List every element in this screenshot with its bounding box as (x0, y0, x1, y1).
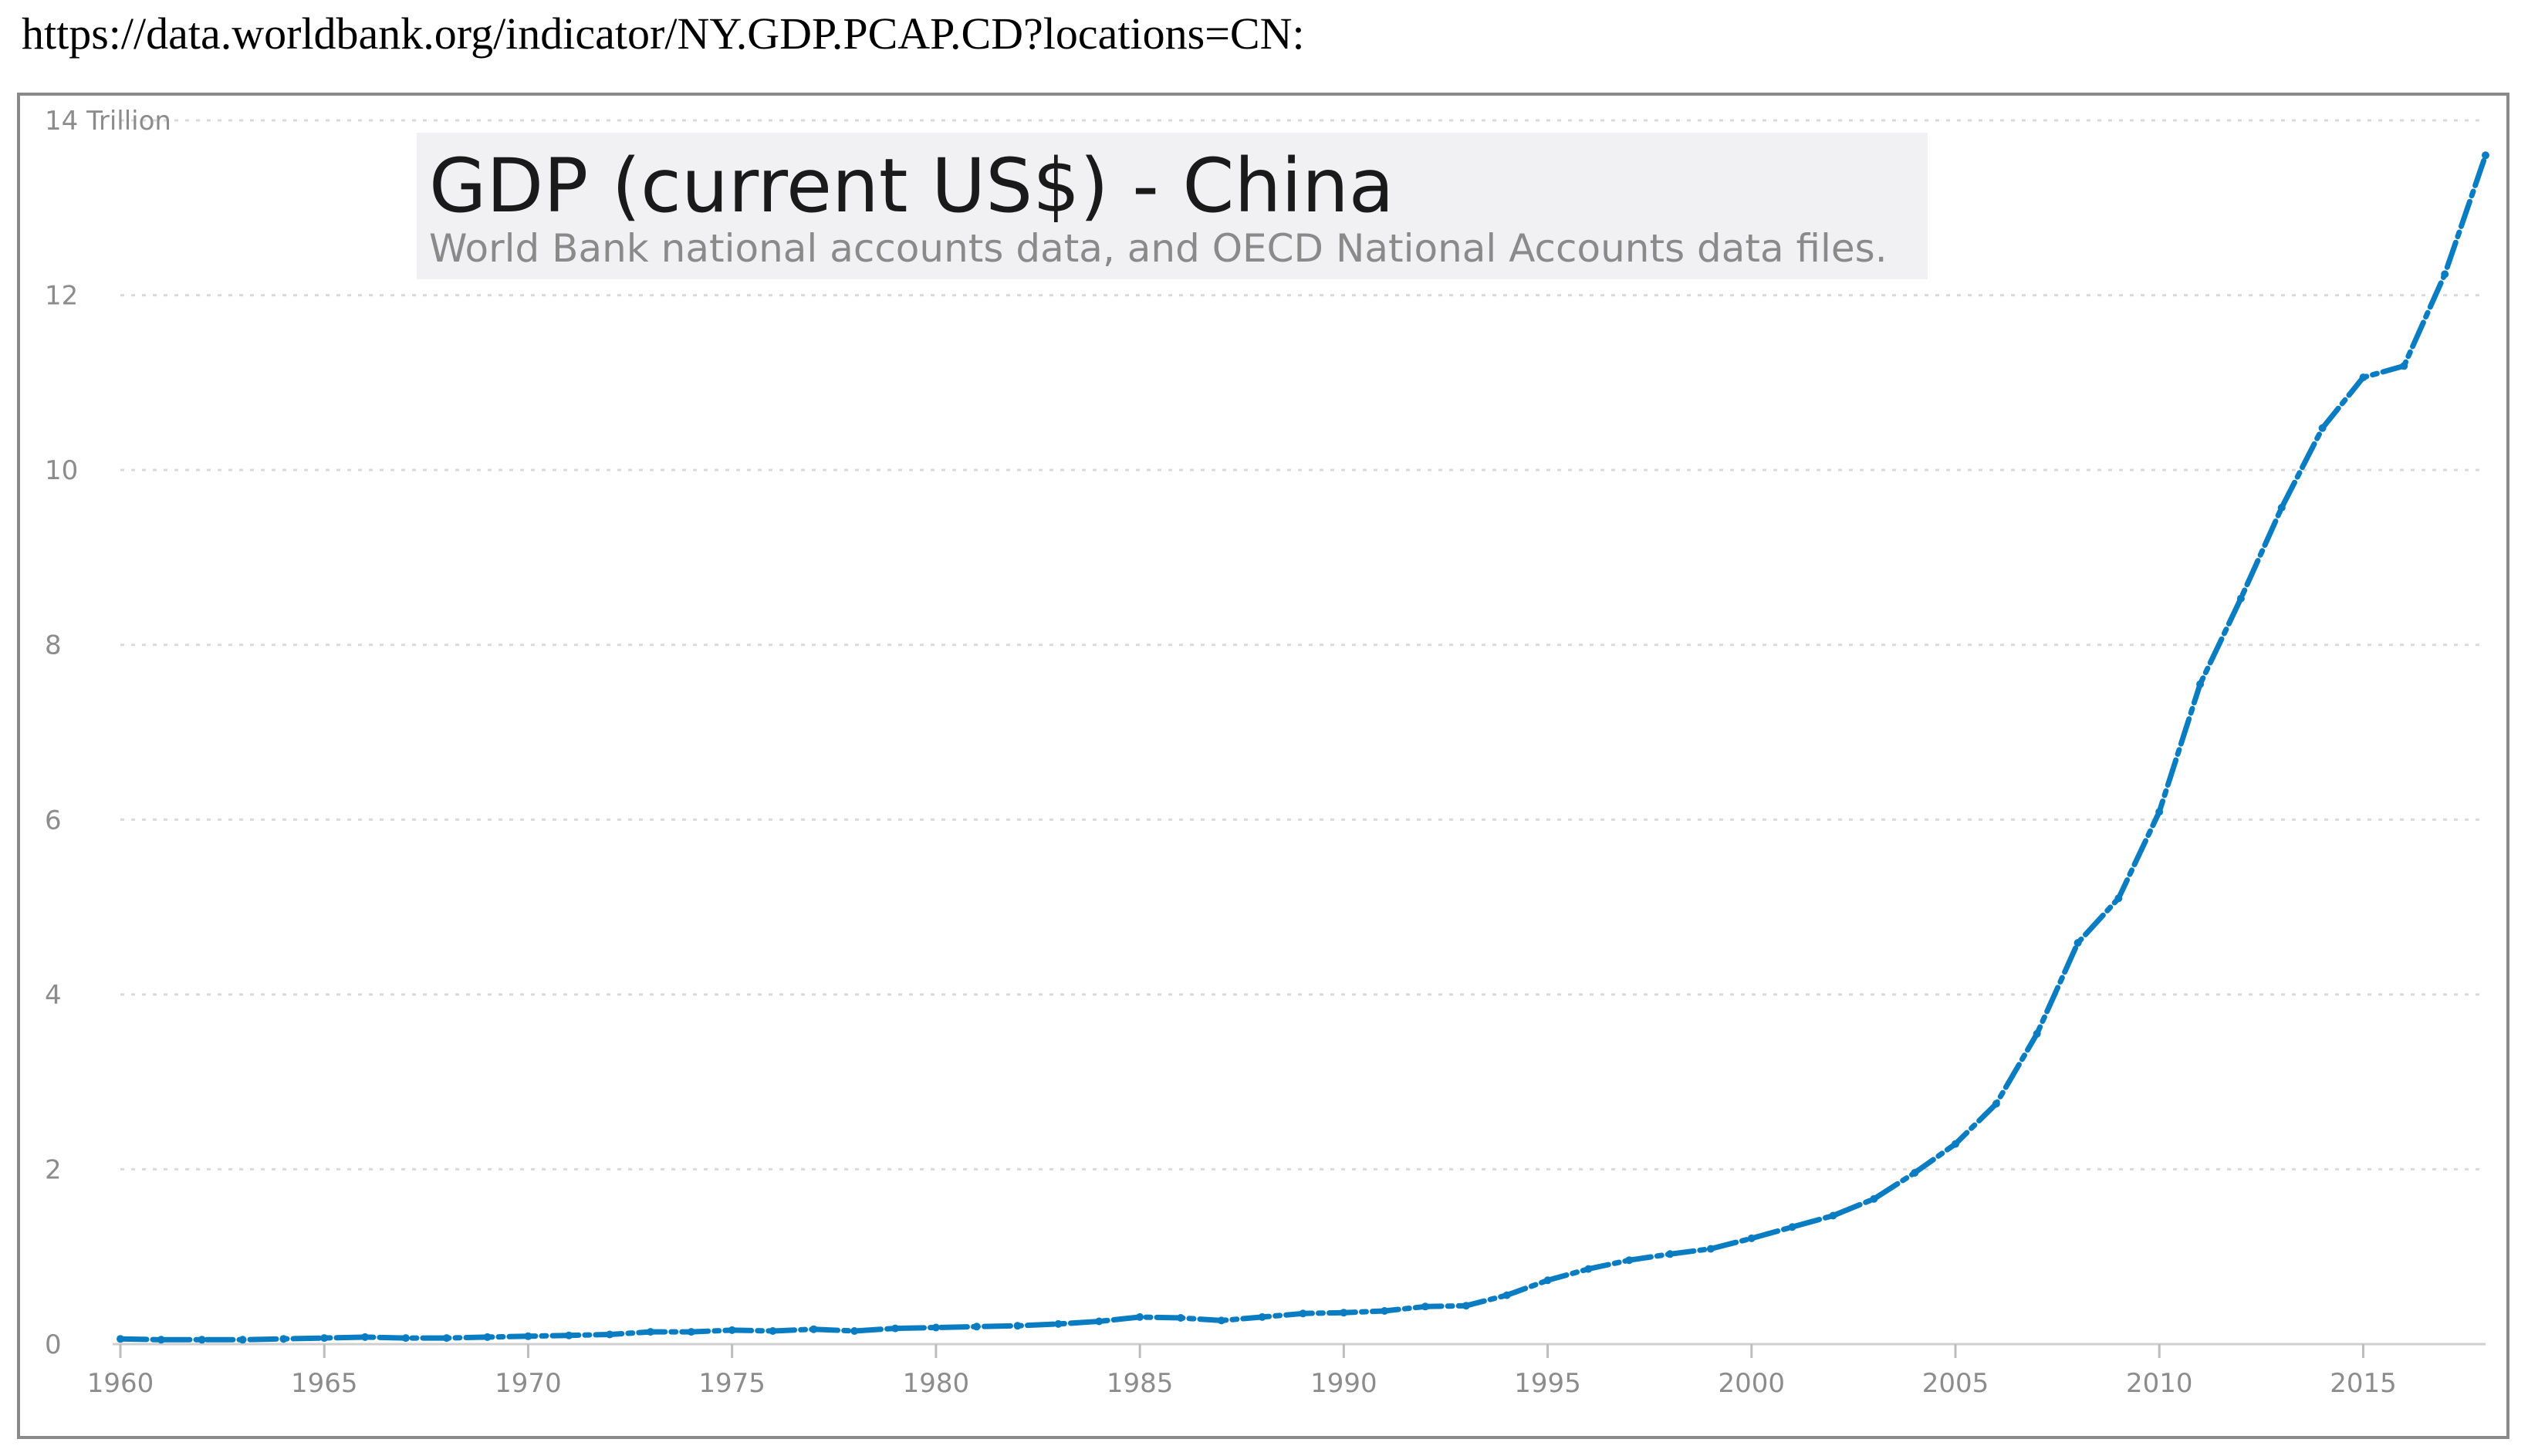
data-point[interactable] (2318, 424, 2327, 432)
data-point[interactable] (850, 1327, 859, 1335)
data-point[interactable] (687, 1328, 695, 1336)
x-tick-label: 2000 (1719, 1368, 1786, 1399)
data-point[interactable] (198, 1336, 206, 1344)
data-point[interactable] (1625, 1256, 1634, 1265)
title-background (417, 133, 1928, 279)
data-point[interactable] (1136, 1312, 1144, 1321)
x-tick-label: 2005 (1922, 1368, 1989, 1399)
data-point[interactable] (2155, 808, 2164, 816)
axis-layer: 0 2 4 6 8 10 12 14 Trillion 1960 1965 1970 1975 1980… (45, 106, 2486, 1399)
data-point[interactable] (1992, 1100, 2000, 1108)
data-point[interactable] (1217, 1316, 1225, 1325)
x-tick-label: 1990 (1310, 1368, 1377, 1399)
data-point[interactable] (1013, 1322, 1022, 1330)
y-tick-label: 4 (45, 980, 62, 1011)
data-point[interactable] (647, 1328, 654, 1336)
data-point[interactable] (238, 1336, 247, 1344)
series-line-china (117, 152, 2489, 1343)
data-point[interactable] (1421, 1302, 1429, 1311)
source-url: https://data.worldbank.org/indicator/NY.… (22, 8, 1305, 59)
data-point[interactable] (606, 1330, 614, 1339)
data-point[interactable] (1502, 1291, 1511, 1299)
data-point[interactable] (2196, 680, 2205, 688)
x-tick-label: 1975 (698, 1368, 765, 1399)
title-box: GDP (current US$) - China World Bank nat… (417, 133, 1928, 279)
data-point[interactable] (524, 1332, 532, 1340)
x-tick-label: 1995 (1514, 1368, 1581, 1399)
data-point[interactable] (1340, 1309, 1348, 1317)
chart-subtitle: World Bank national accounts data, and O… (429, 226, 1888, 271)
data-point[interactable] (1788, 1223, 1796, 1231)
y-tick-label: 8 (45, 630, 62, 661)
data-point[interactable] (1462, 1302, 1470, 1310)
data-point[interactable] (565, 1331, 573, 1339)
data-point[interactable] (1543, 1276, 1552, 1285)
data-point[interactable] (483, 1333, 492, 1341)
data-point[interactable] (1829, 1211, 1837, 1220)
x-tick-label: 1985 (1107, 1368, 1174, 1399)
data-point[interactable] (442, 1334, 451, 1343)
chart-frame: 0 2 4 6 8 10 12 14 Trillion 1960 1965 1970 1975 1980… (17, 93, 2509, 1439)
data-point[interactable] (2359, 373, 2367, 382)
y-tick-label: 10 (45, 455, 78, 486)
data-point[interactable] (2400, 362, 2408, 370)
data-point[interactable] (2277, 503, 2286, 512)
data-point[interactable] (401, 1334, 410, 1343)
data-point[interactable] (1299, 1309, 1307, 1318)
data-point[interactable] (157, 1336, 165, 1344)
data-point[interactable] (1381, 1307, 1389, 1315)
data-point[interactable] (809, 1325, 818, 1333)
y-tick-label: 2 (45, 1154, 62, 1185)
data-point[interactable] (2073, 939, 2082, 947)
data-point[interactable] (2441, 270, 2449, 279)
data-point[interactable] (1666, 1250, 1675, 1258)
data-point[interactable] (1054, 1319, 1063, 1328)
data-point[interactable] (2033, 1029, 2041, 1038)
data-point[interactable] (1177, 1314, 1185, 1322)
series-layer (117, 151, 2489, 1344)
data-point[interactable] (891, 1324, 900, 1333)
chart-title: GDP (current US$) - China (429, 143, 1394, 229)
data-point[interactable] (1747, 1234, 1756, 1242)
data-point[interactable] (769, 1327, 777, 1335)
x-tick-label: 1970 (495, 1368, 562, 1399)
y-tick-label: 0 (45, 1329, 62, 1360)
data-point[interactable] (1706, 1245, 1715, 1253)
data-point[interactable] (117, 1335, 124, 1343)
x-tick-label: 2010 (2126, 1368, 2193, 1399)
gdp-line-chart: 0 2 4 6 8 10 12 14 Trillion 1960 1965 1970 1975 1980… (45, 106, 2489, 1399)
data-point[interactable] (1870, 1194, 1878, 1203)
data-point[interactable] (2236, 594, 2245, 603)
x-tick-label: 1965 (291, 1368, 358, 1399)
data-point[interactable] (1258, 1312, 1266, 1321)
y-tick-label: 14 Trillion (45, 106, 171, 137)
data-point[interactable] (1095, 1317, 1103, 1326)
data-point[interactable] (1952, 1140, 1959, 1148)
x-tick-label: 1980 (903, 1368, 970, 1399)
data-point[interactable] (1911, 1169, 1919, 1177)
data-point[interactable] (728, 1326, 736, 1334)
y-tick-label: 12 (45, 281, 78, 312)
x-tick-label: 1960 (87, 1368, 154, 1399)
y-tick-label: 6 (45, 805, 62, 836)
data-point[interactable] (361, 1333, 370, 1341)
data-point[interactable] (2114, 894, 2123, 903)
data-point[interactable] (1584, 1265, 1593, 1273)
data-point[interactable] (2482, 151, 2489, 160)
data-point[interactable] (320, 1334, 329, 1343)
data-point[interactable] (931, 1323, 940, 1332)
x-tick-label: 2015 (2330, 1368, 2397, 1399)
data-point[interactable] (972, 1323, 981, 1331)
data-point[interactable] (279, 1335, 288, 1343)
